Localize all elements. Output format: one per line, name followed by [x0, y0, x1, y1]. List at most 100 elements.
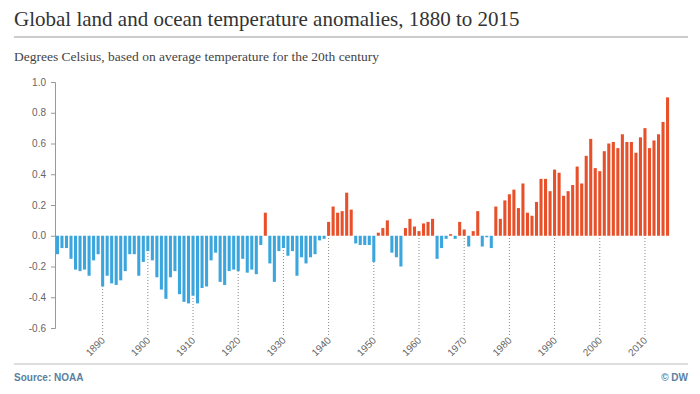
bar	[151, 236, 154, 261]
y-tick-label: -0.2	[29, 261, 47, 272]
x-tick-mark	[147, 251, 148, 335]
bar	[576, 167, 579, 236]
y-tick: 0.8	[32, 107, 55, 118]
x-tick-label: 1970	[445, 334, 469, 358]
bar	[372, 236, 375, 262]
bar	[182, 236, 185, 302]
y-axis-line	[51, 83, 56, 329]
bar	[530, 216, 533, 236]
x-tick: 1920	[219, 271, 243, 358]
y-tick: 0.6	[32, 138, 55, 149]
source: Source: NOAA	[14, 372, 83, 383]
bar	[580, 183, 583, 235]
x-tick-label: 2010	[626, 334, 650, 358]
y-tick: 1.0	[32, 77, 55, 88]
bar	[74, 236, 77, 270]
x-tick-mark	[418, 231, 419, 335]
x-tick-label: 1910	[174, 334, 198, 358]
x-tick-label: 1960	[400, 334, 424, 358]
bar	[155, 236, 158, 278]
bar	[648, 148, 651, 236]
bar	[92, 236, 95, 261]
x-tick-mark	[193, 296, 194, 335]
bar	[309, 236, 312, 258]
bar	[499, 219, 502, 236]
bar	[79, 236, 82, 271]
bar	[399, 236, 402, 267]
bar	[137, 236, 140, 276]
x-tick: 1990	[535, 170, 559, 359]
chart: Global land and ocean temperature anomal…	[0, 0, 700, 394]
bar	[277, 236, 280, 251]
bar	[567, 191, 570, 236]
y-tick-label: 0.2	[32, 200, 46, 211]
bar	[268, 236, 271, 264]
bar	[417, 231, 420, 236]
bar	[422, 223, 425, 235]
bar	[625, 142, 628, 236]
x-tick: 1910	[174, 296, 198, 358]
bar	[539, 179, 542, 236]
bar	[436, 236, 439, 259]
bar	[250, 236, 253, 270]
bar	[562, 196, 565, 236]
x-tick: 1900	[129, 251, 153, 358]
y-tick-label: -0.4	[29, 292, 47, 303]
bar	[652, 140, 655, 235]
x-tick: 1930	[264, 248, 288, 358]
bar	[594, 168, 597, 236]
x-axis-line	[56, 335, 671, 336]
x-tick-label: 1950	[355, 334, 379, 358]
y-tick-mark	[51, 82, 55, 83]
bar	[481, 236, 484, 247]
x-tick: 2010	[626, 128, 650, 358]
bar	[413, 227, 416, 236]
bar	[666, 97, 669, 235]
bar	[196, 236, 199, 304]
bar	[228, 236, 231, 271]
x-tick-label: 1930	[264, 334, 288, 358]
bar	[639, 137, 642, 235]
bar	[616, 148, 619, 236]
bar	[178, 236, 181, 294]
bar	[350, 210, 353, 236]
bar	[128, 236, 131, 254]
x-tick: 2000	[581, 171, 605, 358]
credit: © DW	[661, 372, 688, 383]
bar	[521, 183, 524, 235]
bar	[295, 236, 298, 276]
bar	[201, 236, 204, 288]
bar	[386, 220, 389, 235]
bar	[589, 139, 592, 236]
bar	[445, 236, 448, 239]
bar	[173, 236, 176, 271]
bar	[494, 207, 497, 236]
bar	[191, 236, 194, 296]
y-tick-label: 0.6	[32, 138, 46, 149]
bar	[440, 236, 443, 248]
bar	[526, 213, 529, 236]
subtitle: Degrees Celsius, based on average temper…	[14, 49, 379, 64]
bar	[110, 236, 113, 284]
bar	[426, 222, 429, 236]
bar	[210, 236, 213, 261]
bar	[160, 236, 163, 290]
bar	[395, 236, 398, 258]
bar	[381, 228, 384, 236]
bar	[205, 236, 208, 287]
bar	[512, 190, 515, 236]
y-tick-mark	[51, 267, 55, 268]
bars	[56, 97, 669, 303]
x-tick-label: 1990	[535, 334, 559, 358]
bar	[431, 219, 434, 236]
bar	[390, 236, 393, 253]
bar	[83, 236, 86, 270]
bar	[246, 236, 249, 273]
y-tick: 0.4	[32, 169, 55, 180]
bar	[634, 153, 637, 236]
x-tick-label: 1980	[490, 334, 514, 358]
bar	[472, 231, 475, 236]
y-tick-label: 0.4	[32, 169, 46, 180]
y-tick: -0.4	[29, 292, 55, 303]
bar	[345, 193, 348, 236]
